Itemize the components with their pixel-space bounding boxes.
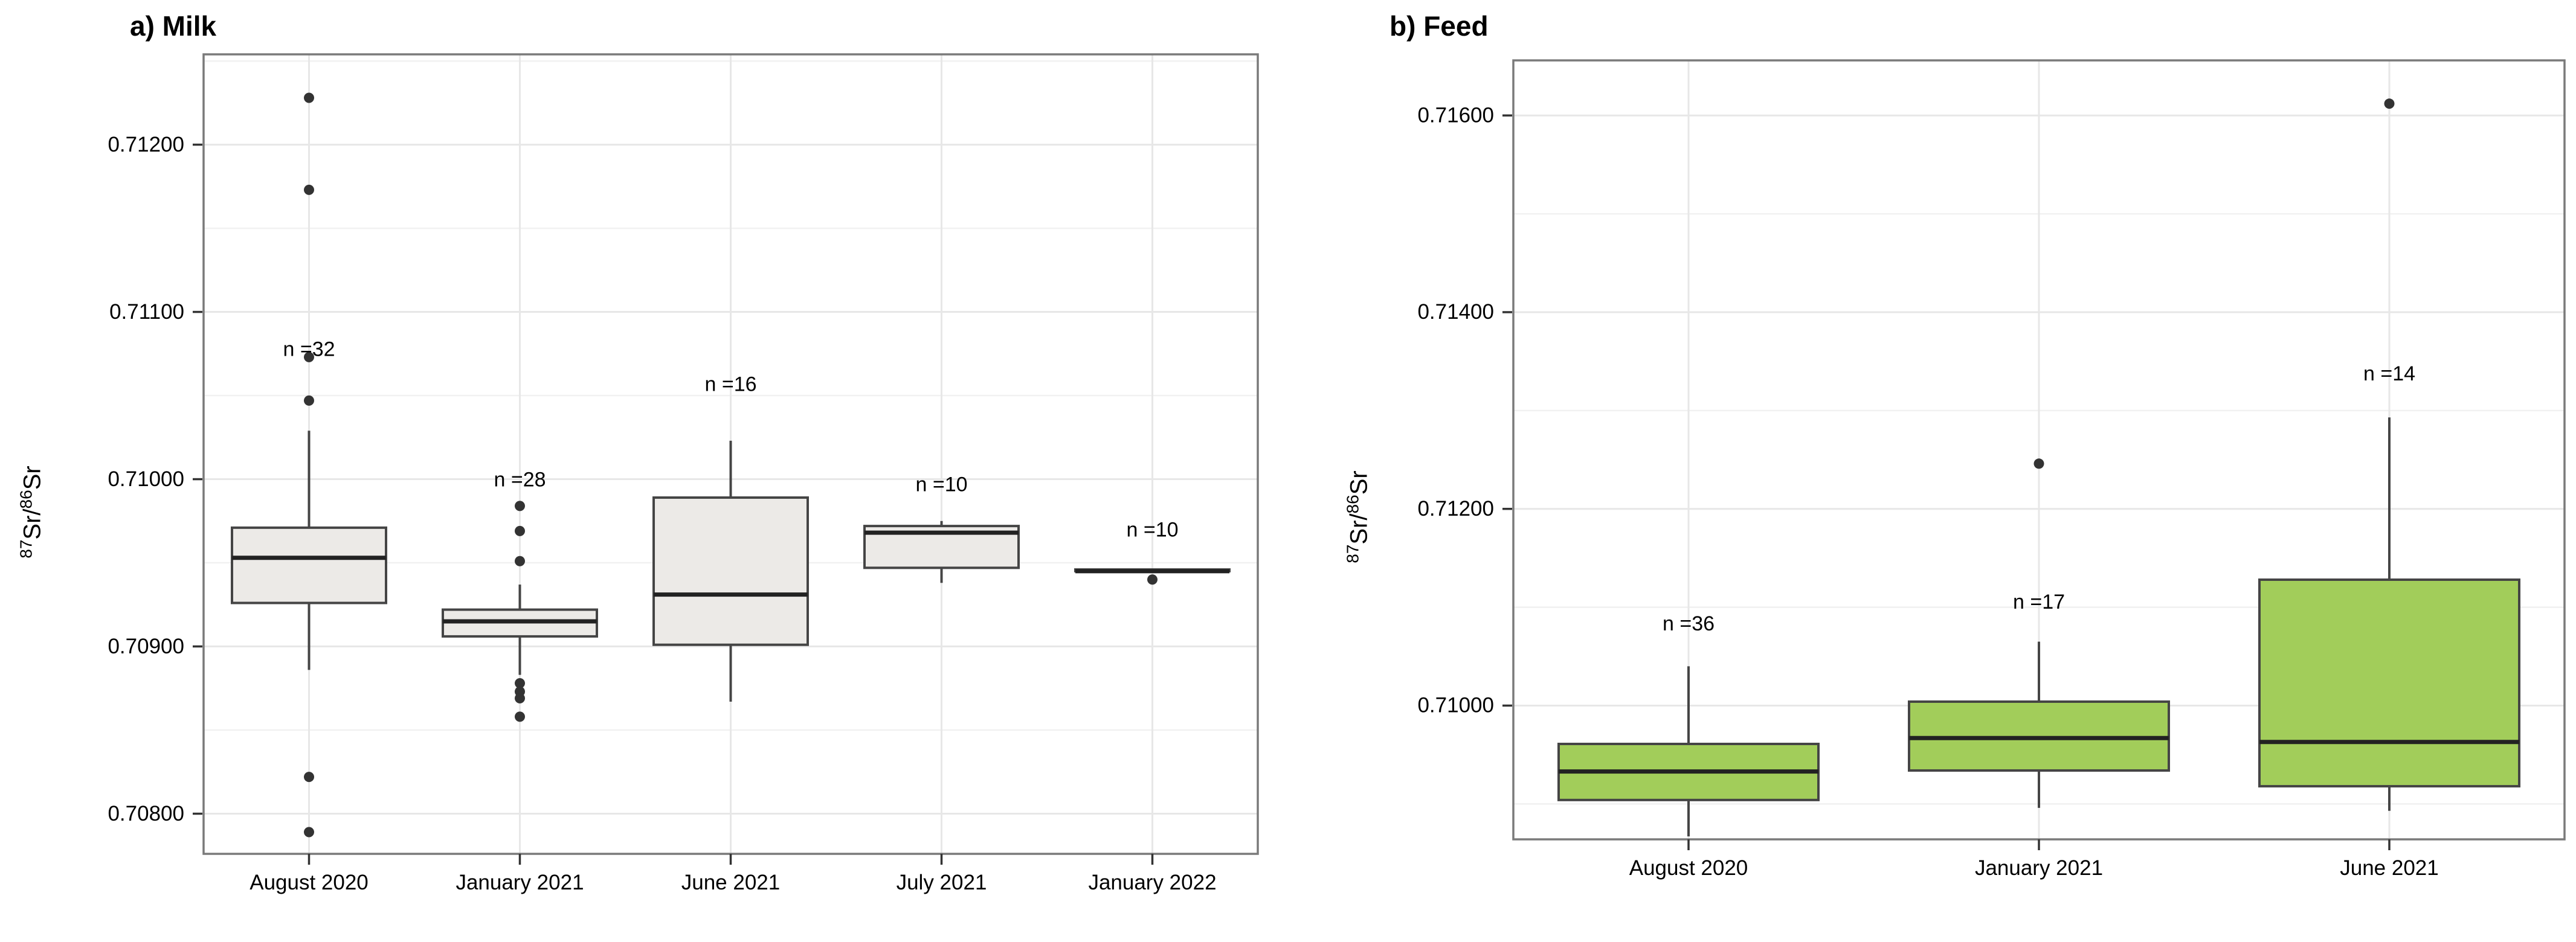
x-tick-label: January 2022 — [1088, 871, 1216, 894]
count-label: n =36 — [1663, 612, 1715, 635]
box-june-2021 — [652, 496, 809, 646]
y-tick-label: 0.71000 — [108, 467, 184, 491]
box-june-2021 — [2258, 578, 2520, 788]
y-tick-label: 0.71000 — [1417, 694, 1494, 717]
y-tick-label: 0.70900 — [108, 635, 184, 658]
count-label: n =10 — [1126, 518, 1178, 541]
x-tick-label: August 2020 — [250, 871, 369, 894]
outlier-point — [515, 501, 525, 511]
y-tick-label: 0.71100 — [109, 300, 184, 324]
count-label: n =28 — [494, 468, 546, 491]
x-tick-label: August 2020 — [1629, 856, 1748, 880]
panel-b-title: b) Feed — [1389, 10, 1489, 42]
x-tick-label: January 2021 — [456, 871, 584, 894]
outlier-point — [1147, 574, 1158, 585]
outlier-point — [304, 92, 314, 103]
x-tick-label: January 2021 — [1975, 856, 2103, 880]
outlier-point — [515, 693, 525, 703]
outlier-point — [515, 525, 525, 536]
count-label: n =17 — [2013, 591, 2065, 614]
y-tick-label: 0.71200 — [1417, 497, 1494, 521]
count-label: n =10 — [915, 473, 967, 496]
outlier-point — [515, 678, 525, 688]
outlier-point — [304, 351, 314, 362]
y-tick-label: 0.71400 — [1417, 300, 1494, 324]
x-tick-label: June 2021 — [681, 871, 780, 894]
outlier-point — [304, 827, 314, 838]
outlier-point — [304, 184, 314, 195]
y-tick-label: 0.71600 — [1417, 103, 1494, 127]
outlier-point — [304, 395, 314, 406]
count-label: n =14 — [2363, 362, 2415, 385]
x-tick-label: July 2021 — [897, 871, 987, 894]
box-august-2020 — [231, 526, 387, 604]
count-label: n =32 — [283, 338, 335, 360]
outlier-point — [304, 772, 314, 783]
count-label: n =16 — [704, 373, 756, 396]
y-tick-label: 0.70800 — [108, 802, 184, 825]
y-tick-label: 0.71200 — [108, 133, 184, 156]
outlier-point — [515, 556, 525, 566]
x-tick-label: June 2021 — [2340, 856, 2438, 880]
outlier-point — [515, 711, 525, 722]
outlier-point — [2384, 98, 2395, 109]
panel-a-title: a) Milk — [130, 10, 217, 42]
outlier-point — [2033, 458, 2044, 469]
